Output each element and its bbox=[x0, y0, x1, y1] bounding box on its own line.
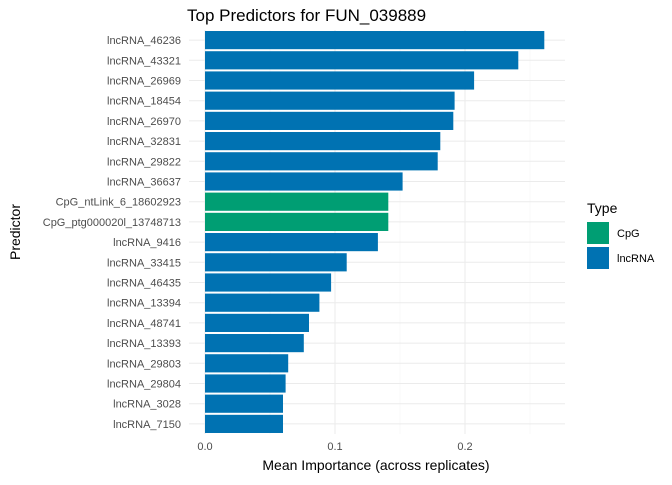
bar-lncrna-7150 bbox=[205, 414, 283, 433]
y-tick-label: lncRNA_33415 bbox=[107, 257, 181, 269]
y-tick-label: lncRNA_48741 bbox=[107, 318, 181, 330]
y-tick-label: lncRNA_7150 bbox=[113, 419, 181, 431]
legend-entries: CpG lncRNA bbox=[587, 222, 655, 269]
bar-lncrna-13393 bbox=[205, 334, 304, 353]
legend: Type CpG lncRNA bbox=[587, 200, 655, 269]
bar-lncrna-32831 bbox=[205, 132, 441, 151]
bar-lncrna-26969 bbox=[205, 71, 475, 90]
bar-lncrna-43321 bbox=[205, 51, 519, 70]
bar-lncrna-46236 bbox=[205, 31, 545, 50]
y-tick-label: lncRNA_26969 bbox=[107, 76, 181, 88]
y-tick-label: lncRNA_9416 bbox=[113, 237, 181, 249]
legend-swatch-lncrna bbox=[587, 247, 609, 269]
chart-title: Top Predictors for FUN_039889 bbox=[187, 6, 426, 25]
y-tick-label: lncRNA_26970 bbox=[107, 116, 181, 128]
y-tick-label: lncRNA_13394 bbox=[107, 298, 181, 310]
bar-lncrna-18454 bbox=[205, 91, 455, 110]
legend-label-lncrna: lncRNA bbox=[617, 253, 655, 265]
y-tick-label: lncRNA_43321 bbox=[107, 55, 181, 67]
grid bbox=[189, 30, 565, 434]
bar-lncrna-26970 bbox=[205, 111, 454, 130]
bar-lncrna-13394 bbox=[205, 293, 320, 312]
y-tick-labels: lncRNA_46236 lncRNA_43321 lncRNA_26969 lncR… bbox=[43, 35, 181, 431]
bar-cpg-ntlink-6-18602923 bbox=[205, 192, 389, 211]
y-tick-label: lncRNA_46435 bbox=[107, 278, 181, 290]
bar-lncrna-36637 bbox=[205, 172, 403, 191]
y-tick-label: CpG_ptg000020l_13748713 bbox=[43, 217, 181, 229]
x-tick-labels: 0.0 0.1 0.2 bbox=[197, 441, 472, 453]
y-tick-label: lncRNA_29822 bbox=[107, 156, 181, 168]
y-tick-label: lncRNA_3028 bbox=[113, 399, 181, 411]
bar-lncrna-9416 bbox=[205, 233, 378, 252]
bar-lncrna-29803 bbox=[205, 354, 289, 373]
legend-label-cpg: CpG bbox=[617, 228, 640, 240]
x-tick-label: 0.0 bbox=[197, 441, 212, 453]
bar-lncrna-3028 bbox=[205, 394, 283, 413]
x-axis-title: Mean Importance (across replicates) bbox=[262, 457, 489, 473]
x-tick-label: 0.2 bbox=[457, 441, 472, 453]
bar-lncrna-29804 bbox=[205, 374, 286, 393]
y-tick-label: CpG_ntLink_6_18602923 bbox=[56, 197, 181, 209]
bar-lncrna-46435 bbox=[205, 273, 332, 292]
bars bbox=[205, 31, 545, 433]
y-tick-label: lncRNA_29804 bbox=[107, 379, 181, 391]
y-axis-title: Predictor bbox=[7, 204, 23, 260]
y-tick-label: lncRNA_46236 bbox=[107, 35, 181, 47]
y-tick-label: lncRNA_29803 bbox=[107, 358, 181, 370]
bar-lncrna-48741 bbox=[205, 313, 309, 332]
legend-title: Type bbox=[587, 200, 618, 216]
legend-swatch-cpg bbox=[587, 222, 609, 244]
y-tick-label: lncRNA_36637 bbox=[107, 177, 181, 189]
y-tick-label: lncRNA_13393 bbox=[107, 338, 181, 350]
y-tick-label: lncRNA_18454 bbox=[107, 96, 181, 108]
y-tick-label: lncRNA_32831 bbox=[107, 136, 181, 148]
bar-lncrna-29822 bbox=[205, 152, 438, 171]
bar-cpg-ptg000020l-13748713 bbox=[205, 212, 389, 231]
bar-lncrna-33415 bbox=[205, 253, 347, 272]
x-tick-label: 0.1 bbox=[327, 441, 342, 453]
